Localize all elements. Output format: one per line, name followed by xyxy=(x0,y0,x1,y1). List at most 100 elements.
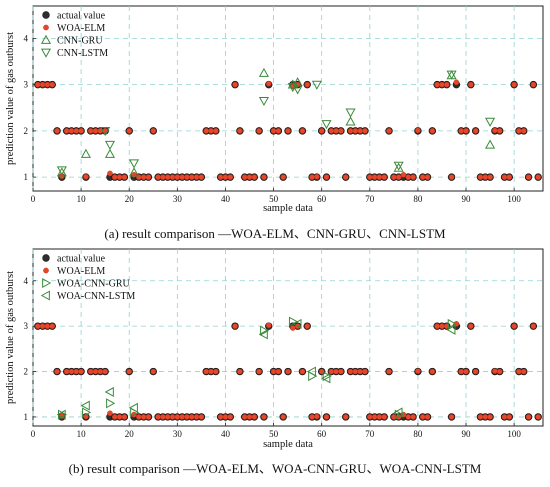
data-point xyxy=(314,173,320,180)
y-tick-label: 1 xyxy=(24,412,29,422)
data-point xyxy=(434,81,440,88)
data-point xyxy=(150,128,157,134)
data-point xyxy=(405,174,412,180)
data-point xyxy=(256,128,262,134)
data-point xyxy=(92,128,99,134)
data-point xyxy=(333,368,339,375)
data-point xyxy=(314,413,320,420)
chart-panel-1: 0 10 20 30 40 50 60 70 80 90 100 1 2 3 4 sample data pre… xyxy=(5,248,544,476)
data-point xyxy=(485,117,496,127)
data-point xyxy=(270,368,277,375)
legend-marker xyxy=(43,24,49,31)
data-point xyxy=(258,96,269,107)
data-point xyxy=(35,323,41,329)
data-point xyxy=(208,128,214,134)
data-point xyxy=(68,128,75,134)
data-point xyxy=(429,368,436,375)
data-point xyxy=(155,174,161,180)
data-point xyxy=(54,128,60,134)
data-point xyxy=(63,368,70,375)
legend-label: WOA-CNN-GRU xyxy=(57,279,131,290)
legend-label: WOA-ELM xyxy=(57,266,105,277)
data-point xyxy=(485,139,496,149)
data-point xyxy=(287,83,298,93)
data-point xyxy=(213,368,219,375)
data-point xyxy=(516,128,522,134)
data-point xyxy=(287,79,298,89)
data-point xyxy=(371,174,378,180)
data-point xyxy=(275,368,282,375)
legend-marker xyxy=(40,34,52,44)
legend-label: CNN-LSTM xyxy=(57,48,108,59)
legend-marker xyxy=(40,48,52,58)
data-point xyxy=(104,386,114,398)
data-point xyxy=(80,400,90,411)
x-tick-label: 100 xyxy=(507,429,521,439)
data-point xyxy=(270,128,277,134)
data-point xyxy=(87,128,94,134)
data-point xyxy=(292,85,303,95)
x-tick-label: 80 xyxy=(413,194,423,204)
data-point xyxy=(237,128,243,134)
data-point xyxy=(179,174,185,180)
y-tick-label: 3 xyxy=(24,321,29,331)
data-point xyxy=(386,368,392,375)
data-point xyxy=(482,174,489,180)
data-point xyxy=(525,174,532,180)
x-tick-label: 10 xyxy=(77,194,87,204)
y-tick-label: 4 xyxy=(24,33,29,43)
data-point xyxy=(78,368,84,375)
data-point xyxy=(376,414,383,420)
series-woa-elm xyxy=(35,79,541,180)
x-tick-label: 90 xyxy=(462,429,472,439)
data-point xyxy=(107,410,113,417)
legend-label: WOA-ELM xyxy=(57,23,105,34)
data-point xyxy=(309,414,315,420)
data-point xyxy=(381,174,388,180)
data-point xyxy=(393,162,404,172)
data-point xyxy=(87,368,94,375)
data-point xyxy=(395,174,402,180)
data-point xyxy=(188,414,195,420)
data-point xyxy=(468,323,474,329)
series-woa-cnn-lstm xyxy=(56,318,456,420)
data-point xyxy=(111,414,118,420)
x-tick-label: 20 xyxy=(125,194,135,204)
data-point xyxy=(280,414,286,420)
legend-marker xyxy=(42,254,50,262)
data-point xyxy=(107,170,113,177)
y-tick-label: 3 xyxy=(24,80,29,90)
data-point xyxy=(333,128,339,134)
data-point xyxy=(405,414,412,420)
data-point xyxy=(222,174,229,180)
data-point xyxy=(126,368,133,375)
data-point xyxy=(410,174,416,180)
data-point xyxy=(78,128,84,134)
data-point xyxy=(463,128,469,134)
x-axis-label: sample data xyxy=(263,203,313,214)
legend-marker xyxy=(40,290,50,301)
data-point xyxy=(458,368,465,375)
data-point xyxy=(520,368,527,375)
x-tick-label: 40 xyxy=(221,194,231,204)
data-point xyxy=(501,414,508,420)
data-point xyxy=(188,174,195,180)
data-point xyxy=(222,414,229,420)
data-point xyxy=(366,174,373,180)
data-point xyxy=(345,108,356,118)
plot-area xyxy=(32,248,544,427)
data-point xyxy=(261,174,267,180)
data-point xyxy=(352,128,359,134)
x-tick-label: 80 xyxy=(413,429,423,439)
data-point xyxy=(100,127,111,137)
data-point xyxy=(424,414,431,420)
data-point xyxy=(381,414,388,420)
data-point xyxy=(419,414,426,420)
data-point xyxy=(342,174,349,180)
data-point xyxy=(227,174,234,180)
data-point xyxy=(246,414,253,420)
legend-marker xyxy=(43,267,49,274)
data-point xyxy=(347,128,354,134)
data-point xyxy=(448,414,455,420)
data-point xyxy=(145,174,152,180)
